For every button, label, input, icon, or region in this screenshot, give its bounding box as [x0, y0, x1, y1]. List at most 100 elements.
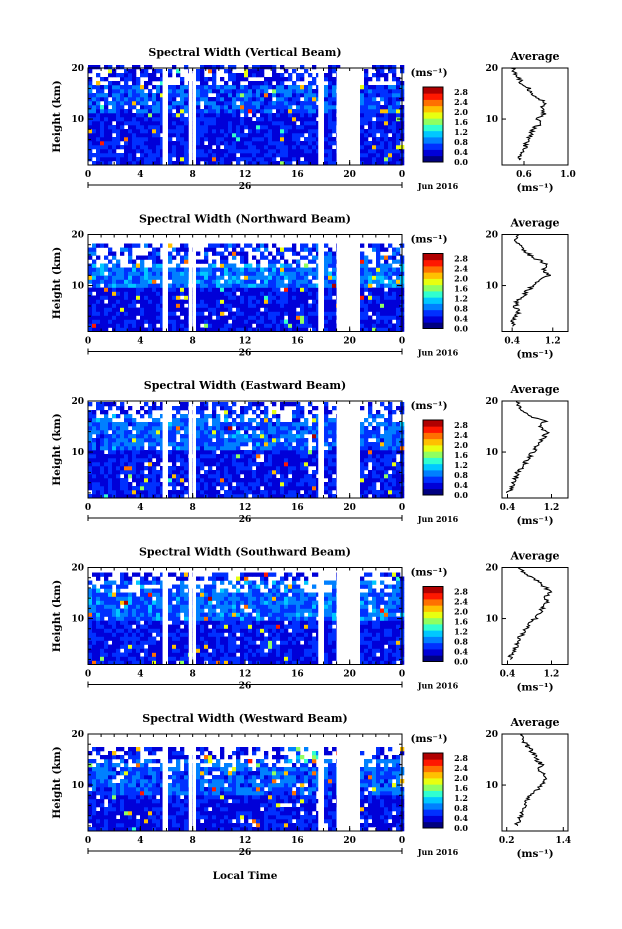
heatmap-cell: [124, 462, 129, 467]
heatmap-cell: [280, 466, 285, 471]
heatmap-cell: [280, 303, 285, 308]
heatmap-cell: [128, 267, 133, 272]
heatmap-cell: [396, 311, 401, 316]
heatmap-cell: [96, 153, 101, 158]
heatmap-cell: [136, 462, 141, 467]
heatmap-cell: [160, 287, 165, 292]
heatmap-cell: [212, 137, 217, 142]
heatmap-cell: [112, 486, 117, 491]
heatmap-cell: [92, 315, 97, 320]
heatmap-cell: [216, 157, 221, 162]
heatmap-cell: [332, 255, 337, 260]
heatmap-cell: [244, 255, 249, 260]
heatmap-cell: [144, 133, 149, 138]
heatmap-cell: [100, 612, 105, 617]
heatmap-cell: [92, 596, 97, 601]
heatmap-cell: [240, 141, 245, 146]
heatmap-cell: [364, 105, 369, 110]
heatmap-cell: [112, 263, 117, 268]
heatmap-cell: [296, 299, 301, 304]
heatmap-cell: [112, 608, 117, 613]
heatmap-cell: [112, 478, 117, 483]
heatmap-cell: [148, 105, 153, 110]
heatmap-cell: [124, 121, 129, 126]
heatmap-cell: [120, 323, 125, 328]
heatmap-cell: [332, 113, 337, 118]
heatmap-cell: [104, 426, 109, 431]
heatmap-cell: [196, 311, 201, 316]
heatmap-cell: [240, 490, 245, 495]
heatmap-cell: [260, 109, 265, 114]
heatmap-cell: [228, 125, 233, 130]
heatmap-cell: [268, 77, 273, 82]
heatmap-cell: [364, 97, 369, 102]
heatmap-cell: [232, 271, 237, 276]
heatmap-cell: [328, 279, 333, 284]
heatmap-cell: [104, 458, 109, 463]
heatmap-cell: [136, 596, 141, 601]
heatmap-cell: [124, 466, 129, 471]
heatmap-cell: [168, 422, 173, 427]
heatmap-cell: [252, 157, 257, 162]
heatmap-cell: [140, 600, 145, 605]
heatmap-cell: [100, 109, 105, 114]
heatmap-cell: [128, 414, 133, 419]
heatmap-cell: [132, 636, 137, 641]
heatmap-cell: [380, 466, 385, 471]
heatmap-cell: [232, 442, 237, 447]
heatmap-cell: [212, 129, 217, 134]
heatmap-cell: [280, 137, 285, 142]
heatmap-cell: [140, 157, 145, 162]
heatmap-cell: [228, 275, 233, 280]
heatmap-cell: [160, 129, 165, 134]
heatmap-cell: [364, 434, 369, 439]
heatmap-cell: [380, 137, 385, 142]
heatmap-cell: [360, 105, 365, 110]
heatmap-cell: [172, 327, 177, 332]
heatmap-cell: [252, 271, 257, 276]
heatmap-cell: [132, 315, 137, 320]
heatmap-cell: [368, 442, 373, 447]
heatmap-cell: [116, 133, 121, 138]
heatmap-cell: [112, 117, 117, 122]
heatmap-cell: [240, 478, 245, 483]
heatmap-cell: [224, 89, 229, 94]
heatmap-cell: [120, 402, 125, 407]
heatmap-cell: [220, 137, 225, 142]
heatmap-cell: [364, 133, 369, 138]
heatmap-cell: [360, 430, 365, 435]
heatmap-cell: [232, 279, 237, 284]
heatmap-cell: [184, 442, 189, 447]
heatmap-cell: [220, 283, 225, 288]
heatmap-cell: [368, 125, 373, 130]
heatmap-cell: [124, 295, 129, 300]
heatmap-cell: [384, 458, 389, 463]
heatmap-cell: [128, 644, 133, 649]
heatmap-cell: [220, 446, 225, 451]
heatmap-cell: [212, 494, 217, 499]
profile-x-tick-label: 1.2: [545, 337, 561, 347]
heatmap-cell: [364, 295, 369, 300]
heatmap-cell: [136, 271, 141, 276]
heatmap-cell: [276, 434, 281, 439]
heatmap-cell: [396, 113, 401, 118]
date-label: Jun 2016: [417, 348, 459, 358]
heatmap-cell: [280, 73, 285, 78]
heatmap-cell: [300, 486, 305, 491]
heatmap-cell: [388, 145, 393, 150]
heatmap-cell: [332, 153, 337, 158]
heatmap-cell: [384, 275, 389, 280]
heatmap-cell: [212, 442, 217, 447]
heatmap-cell: [96, 315, 101, 320]
heatmap-cell: [136, 422, 141, 427]
heatmap-cell: [396, 105, 401, 110]
heatmap-cell: [312, 474, 317, 479]
heatmap-cell: [384, 426, 389, 431]
heatmap-cell: [124, 141, 129, 146]
heatmap-cell: [280, 490, 285, 495]
heatmap-cell: [212, 259, 217, 264]
heatmap-cell: [296, 474, 301, 479]
heatmap-cell: [376, 93, 381, 98]
heatmap-cell: [256, 454, 261, 459]
heatmap-cell: [204, 121, 209, 126]
